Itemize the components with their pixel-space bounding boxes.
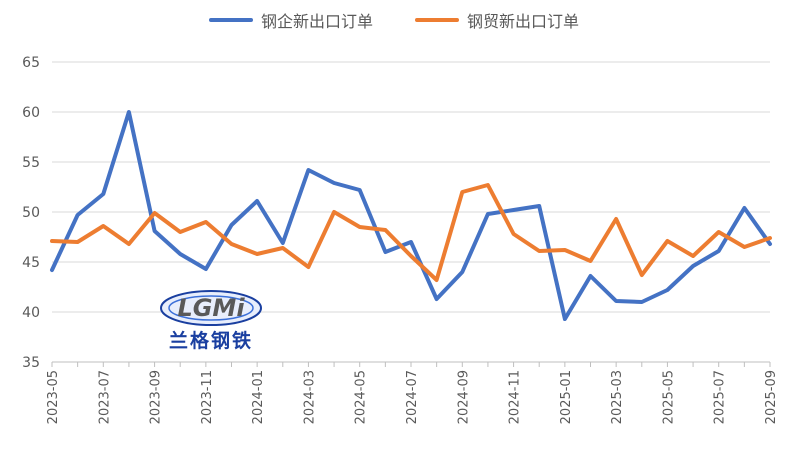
x-tick-label-2023-05: 2023-05 (46, 370, 61, 424)
x-tick-label-2023-09: 2023-09 (149, 370, 164, 424)
x-tick-label-2025-03: 2025-03 (610, 370, 625, 424)
x-tick-label-2025-01: 2025-01 (559, 370, 574, 424)
series-line-2 (50, 183, 772, 282)
x-tick-label-2024-07: 2024-07 (405, 370, 420, 424)
svg-text:LGMi: LGMi (177, 294, 245, 322)
x-tick-label-2025-07: 2025-07 (713, 370, 728, 424)
x-tick-label-2025-05: 2025-05 (661, 370, 676, 424)
y-tick-label-60: 60 (22, 105, 40, 121)
legend-swatch-series-2 (415, 18, 459, 22)
series-line-1 (50, 110, 772, 321)
x-tick-label-2024-05: 2024-05 (354, 370, 369, 424)
watermark-logo: LGMi 兰格钢铁 (158, 288, 264, 354)
logo-caption: 兰格钢铁 (168, 330, 253, 352)
y-tick-label-55: 55 (22, 155, 40, 171)
y-tick-label-35: 35 (22, 355, 40, 371)
legend-item-series-2: 钢贸新出口订单 (415, 8, 579, 32)
x-tick-label-2024-01: 2024-01 (251, 370, 266, 424)
chart-legend: 钢企新出口订单 钢贸新出口订单 (0, 8, 788, 32)
y-tick-label-45: 45 (22, 255, 40, 271)
legend-swatch-series-1 (208, 18, 253, 22)
legend-item-series-1: 钢企新出口订单 (208, 8, 373, 32)
x-tick-label-2024-09: 2024-09 (456, 370, 471, 424)
x-tick-label-2023-11: 2023-11 (200, 370, 215, 424)
x-tick-label-2023-07: 2023-07 (97, 370, 112, 424)
y-tick-label-40: 40 (22, 305, 40, 321)
y-tick-label-65: 65 (22, 55, 40, 71)
x-tick-label-2025-09: 2025-09 (764, 370, 779, 424)
legend-label-series-2: 钢贸新出口订单 (467, 12, 580, 31)
logo-emblem: LGMi (160, 290, 262, 326)
legend-label-series-1: 钢企新出口订单 (260, 12, 373, 31)
x-tick-label-2024-11: 2024-11 (508, 370, 523, 424)
y-tick-label-50: 50 (22, 205, 40, 221)
x-tick-label-2024-03: 2024-03 (302, 370, 317, 424)
